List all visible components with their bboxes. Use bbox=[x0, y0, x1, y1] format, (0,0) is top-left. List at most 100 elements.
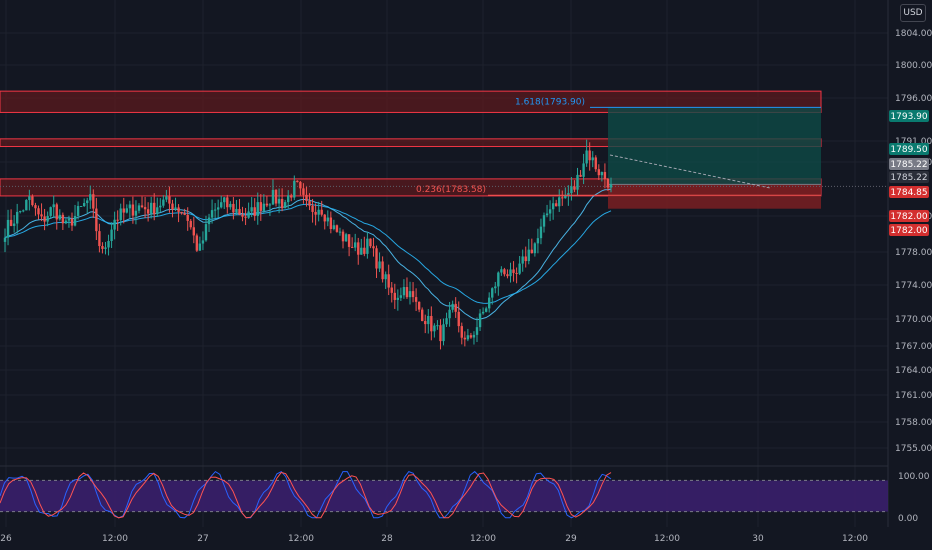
candle-down[interactable] bbox=[561, 197, 564, 199]
candle-up[interactable] bbox=[399, 295, 403, 298]
candle-down[interactable] bbox=[265, 203, 269, 206]
candle-down[interactable] bbox=[372, 246, 375, 249]
candle-up[interactable] bbox=[332, 225, 336, 230]
candle-up[interactable] bbox=[73, 215, 77, 226]
candle-down[interactable] bbox=[524, 256, 527, 262]
candle-up[interactable] bbox=[360, 247, 363, 255]
candle-up[interactable] bbox=[570, 186, 573, 194]
candle-up[interactable] bbox=[104, 247, 107, 249]
candle-down[interactable] bbox=[146, 209, 150, 214]
candle-up[interactable] bbox=[609, 184, 613, 188]
candle-down[interactable] bbox=[417, 301, 421, 310]
candle-down[interactable] bbox=[357, 242, 360, 255]
candle-down[interactable] bbox=[238, 208, 241, 215]
candle-down[interactable] bbox=[597, 169, 601, 176]
candle-down[interactable] bbox=[424, 321, 427, 325]
candle-up[interactable] bbox=[344, 234, 348, 242]
candle-up[interactable] bbox=[162, 199, 165, 206]
candle-down[interactable] bbox=[405, 287, 409, 298]
candle-up[interactable] bbox=[201, 240, 205, 244]
candle-up[interactable] bbox=[22, 210, 25, 212]
candle-down[interactable] bbox=[192, 227, 196, 236]
candle-down[interactable] bbox=[390, 287, 393, 293]
candle-up[interactable] bbox=[451, 303, 454, 310]
candle-up[interactable] bbox=[478, 313, 482, 328]
candle-down[interactable] bbox=[454, 303, 457, 312]
candle-up[interactable] bbox=[539, 226, 543, 239]
candle-up[interactable] bbox=[64, 220, 68, 224]
candle-down[interactable] bbox=[168, 196, 171, 204]
candle-down[interactable] bbox=[554, 203, 558, 207]
candle-down[interactable] bbox=[320, 209, 323, 215]
candle-down[interactable] bbox=[9, 219, 13, 226]
candle-down[interactable] bbox=[506, 274, 509, 277]
candle-up[interactable] bbox=[128, 204, 132, 209]
candle-down[interactable] bbox=[341, 231, 345, 242]
candle-up[interactable] bbox=[262, 203, 266, 211]
candle-down[interactable] bbox=[92, 194, 95, 209]
candle-up[interactable] bbox=[213, 209, 217, 211]
candle-down[interactable] bbox=[588, 150, 591, 161]
candle-down[interactable] bbox=[314, 211, 317, 215]
candle-down[interactable] bbox=[414, 297, 418, 302]
candle-down[interactable] bbox=[189, 220, 192, 228]
candle-up[interactable] bbox=[408, 291, 412, 298]
candle-down[interactable] bbox=[140, 205, 144, 208]
candle-down[interactable] bbox=[274, 189, 278, 204]
candle-up[interactable] bbox=[3, 237, 7, 242]
candle-up[interactable] bbox=[12, 223, 16, 226]
candle-up[interactable] bbox=[326, 217, 329, 222]
candle-up[interactable] bbox=[509, 269, 512, 277]
candle-down[interactable] bbox=[387, 274, 390, 288]
candle-up[interactable] bbox=[487, 297, 491, 309]
candle-up[interactable] bbox=[79, 205, 83, 207]
candle-up[interactable] bbox=[585, 150, 588, 164]
candle-down[interactable] bbox=[253, 207, 256, 216]
candle-up[interactable] bbox=[354, 242, 357, 248]
candle-down[interactable] bbox=[515, 272, 518, 274]
candle-up[interactable] bbox=[491, 288, 494, 298]
candle-down[interactable] bbox=[43, 216, 46, 222]
candle-up[interactable] bbox=[378, 261, 381, 269]
candle-up[interactable] bbox=[472, 334, 476, 338]
candle-down[interactable] bbox=[101, 246, 104, 249]
candle-up[interactable] bbox=[600, 172, 604, 176]
candle-up[interactable] bbox=[58, 214, 62, 220]
candle-up[interactable] bbox=[582, 163, 585, 177]
candle-down[interactable] bbox=[61, 214, 65, 224]
candle-down[interactable] bbox=[195, 235, 199, 251]
candle-down[interactable] bbox=[95, 208, 98, 232]
candle-up[interactable] bbox=[220, 202, 223, 208]
candle-down[interactable] bbox=[411, 291, 415, 298]
candle-up[interactable] bbox=[536, 238, 540, 244]
stochastic-pane[interactable] bbox=[0, 470, 888, 519]
candle-up[interactable] bbox=[49, 207, 52, 216]
candle-up[interactable] bbox=[268, 204, 272, 206]
candle-down[interactable] bbox=[363, 247, 366, 254]
candle-up[interactable] bbox=[484, 308, 488, 312]
candle-up[interactable] bbox=[521, 256, 524, 264]
candle-up[interactable] bbox=[475, 327, 479, 335]
candle-down[interactable] bbox=[259, 202, 262, 211]
candle-up[interactable] bbox=[28, 196, 31, 201]
candle-up[interactable] bbox=[533, 243, 537, 254]
candle-up[interactable] bbox=[110, 229, 113, 242]
candle-down[interactable] bbox=[122, 208, 125, 213]
time-axis[interactable]: 26 12:00 27 12:00 28 12:00 29 12:00 30 12:00 bbox=[0, 534, 868, 544]
candle-up[interactable] bbox=[277, 198, 281, 204]
candle-down[interactable] bbox=[347, 234, 351, 247]
candle-down[interactable] bbox=[311, 205, 314, 212]
candle-down[interactable] bbox=[606, 178, 610, 188]
candle-up[interactable] bbox=[250, 207, 253, 212]
candle-up[interactable] bbox=[149, 202, 153, 214]
candle-down[interactable] bbox=[37, 208, 40, 215]
candle-down[interactable] bbox=[296, 180, 299, 183]
candle-down[interactable] bbox=[323, 214, 326, 222]
candle-up[interactable] bbox=[548, 209, 552, 214]
candle-down[interactable] bbox=[375, 248, 378, 269]
candle-down[interactable] bbox=[603, 172, 607, 179]
candle-up[interactable] bbox=[89, 194, 92, 201]
candle-down[interactable] bbox=[594, 157, 597, 170]
candle-up[interactable] bbox=[402, 287, 406, 296]
candle-up[interactable] bbox=[384, 274, 387, 280]
